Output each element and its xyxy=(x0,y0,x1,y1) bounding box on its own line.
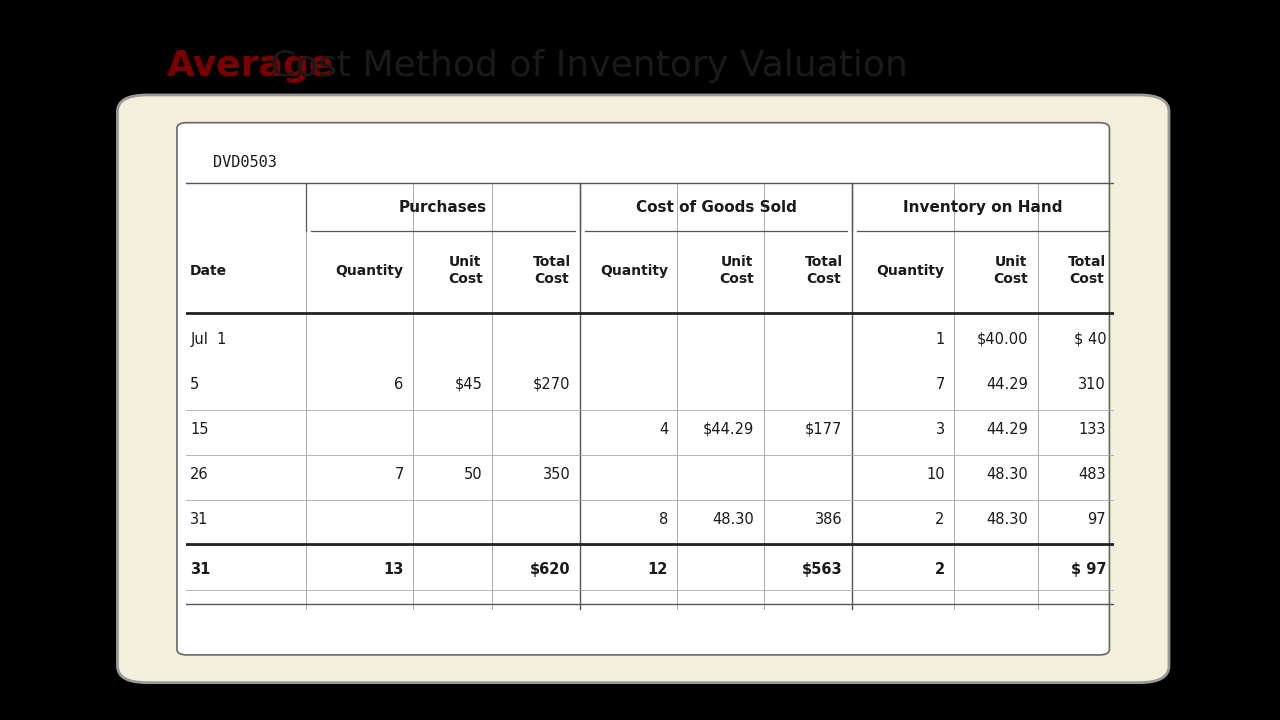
Text: $44.29: $44.29 xyxy=(703,422,754,437)
Text: Jul  1: Jul 1 xyxy=(191,332,227,347)
Text: 7: 7 xyxy=(394,467,403,482)
Text: Date: Date xyxy=(191,264,228,278)
Text: Cost Method of Inventory Valuation: Cost Method of Inventory Valuation xyxy=(259,49,908,83)
Text: $40.00: $40.00 xyxy=(977,332,1028,347)
Text: 26: 26 xyxy=(191,467,209,482)
Text: DVD0503: DVD0503 xyxy=(214,155,278,170)
Text: 10: 10 xyxy=(925,467,945,482)
Text: 3: 3 xyxy=(936,422,945,437)
Text: 8: 8 xyxy=(659,512,668,527)
Text: $ 40: $ 40 xyxy=(1074,332,1106,347)
Text: Quantity: Quantity xyxy=(600,264,668,278)
Text: 15: 15 xyxy=(191,422,209,437)
Text: Unit
Cost: Unit Cost xyxy=(448,255,483,287)
Text: 31: 31 xyxy=(191,562,211,577)
Text: 97: 97 xyxy=(1088,512,1106,527)
Text: 7: 7 xyxy=(936,377,945,392)
FancyBboxPatch shape xyxy=(177,122,1110,655)
Text: Cost of Goods Sold: Cost of Goods Sold xyxy=(635,199,796,215)
Text: 48.30: 48.30 xyxy=(987,467,1028,482)
Text: $45: $45 xyxy=(454,377,483,392)
Text: 44.29: 44.29 xyxy=(987,422,1028,437)
Text: $563: $563 xyxy=(803,562,842,577)
Text: Purchases: Purchases xyxy=(399,199,488,215)
Text: Average: Average xyxy=(166,49,334,83)
Text: 44.29: 44.29 xyxy=(987,377,1028,392)
Text: 133: 133 xyxy=(1079,422,1106,437)
Text: $620: $620 xyxy=(530,562,571,577)
Text: 12: 12 xyxy=(648,562,668,577)
Text: 48.30: 48.30 xyxy=(987,512,1028,527)
Text: 50: 50 xyxy=(463,467,483,482)
Text: 31: 31 xyxy=(191,512,209,527)
Text: 5: 5 xyxy=(191,377,200,392)
Text: 2: 2 xyxy=(936,512,945,527)
Text: Total
Cost: Total Cost xyxy=(1068,255,1106,287)
Text: 483: 483 xyxy=(1079,467,1106,482)
Text: 1: 1 xyxy=(936,332,945,347)
Text: Unit
Cost: Unit Cost xyxy=(719,255,754,287)
Text: $270: $270 xyxy=(534,377,571,392)
Text: 13: 13 xyxy=(383,562,403,577)
Text: Unit
Cost: Unit Cost xyxy=(993,255,1028,287)
Text: Quantity: Quantity xyxy=(877,264,945,278)
Text: 6: 6 xyxy=(394,377,403,392)
Text: Inventory on Hand: Inventory on Hand xyxy=(902,199,1062,215)
Text: 350: 350 xyxy=(543,467,571,482)
Text: 4: 4 xyxy=(659,422,668,437)
Text: 310: 310 xyxy=(1079,377,1106,392)
Text: Total
Cost: Total Cost xyxy=(805,255,842,287)
Text: 386: 386 xyxy=(815,512,842,527)
Text: $ 97: $ 97 xyxy=(1070,562,1106,577)
Text: 2: 2 xyxy=(934,562,945,577)
Text: $177: $177 xyxy=(805,422,842,437)
Text: 48.30: 48.30 xyxy=(713,512,754,527)
Text: Total
Cost: Total Cost xyxy=(532,255,571,287)
Text: Quantity: Quantity xyxy=(335,264,403,278)
FancyBboxPatch shape xyxy=(118,95,1169,683)
